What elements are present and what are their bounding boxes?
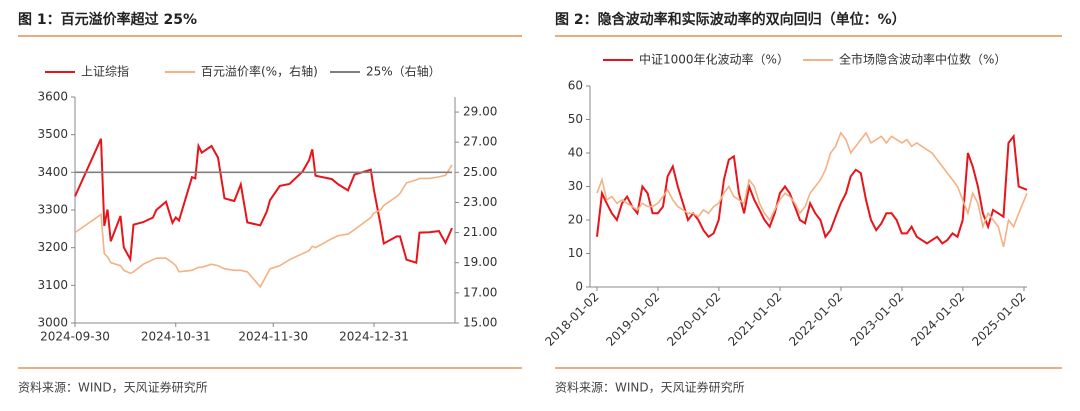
y-tick-label: 20	[568, 213, 583, 227]
y2-tick-label: 21.00	[463, 225, 497, 239]
y-tick-label: 50	[568, 112, 583, 126]
legend-label: 中证1000年化波动率（%）	[639, 52, 789, 67]
series-line	[74, 138, 453, 265]
y-tick-label: 3400	[37, 165, 68, 179]
x-tick-label: 2024-09-30	[40, 330, 110, 344]
x-tick-label: 2025-01-02	[969, 290, 1028, 349]
x-tick-label: 2018-01-02	[542, 290, 601, 349]
legend-label: 百元溢价率(%，右轴)	[201, 64, 318, 79]
y-tick-label: 10	[568, 246, 583, 260]
y-tick-label: 3500	[37, 127, 68, 141]
x-tick-label: 2020-01-02	[664, 290, 723, 349]
y2-tick-label: 19.00	[463, 255, 497, 269]
x-tick-label: 2023-01-02	[847, 290, 906, 349]
x-tick-label: 2019-01-02	[603, 290, 662, 349]
y-tick-label: 40	[568, 146, 583, 160]
y2-tick-label: 23.00	[463, 195, 497, 209]
x-tick-label: 2021-01-02	[725, 290, 784, 349]
chart-title: 图 2：隐含波动率和实际波动率的双向回归（单位：%）	[555, 11, 906, 28]
source: 资料来源：WIND，天风证券研究所	[555, 380, 745, 395]
series-line	[596, 131, 1028, 248]
legend-label: 上证综指	[81, 64, 129, 79]
y2-tick-label: 27.00	[463, 135, 497, 149]
x-tick-label: 2024-12-31	[339, 330, 409, 344]
y-tick-label: 3200	[37, 240, 68, 254]
x-tick-label: 2024-01-02	[908, 290, 967, 349]
y2-tick-label: 15.00	[463, 316, 497, 330]
source: 资料来源：WIND，天风证券研究所	[18, 380, 208, 395]
y-tick-label: 3100	[37, 278, 68, 292]
legend-label: 全市场隐含波动率中位数（%）	[839, 52, 1006, 67]
y2-tick-label: 25.00	[463, 165, 497, 179]
series-line	[74, 164, 453, 289]
y-tick-label: 3600	[37, 90, 68, 104]
legend-label: 25%（右轴）	[366, 64, 441, 79]
x-tick-label: 2022-01-02	[786, 290, 845, 349]
y-tick-label: 3000	[37, 316, 68, 330]
y2-tick-label: 17.00	[463, 285, 497, 299]
y2-tick-label: 29.00	[463, 105, 497, 119]
y-tick-label: 60	[568, 79, 583, 93]
x-tick-label: 2024-11-30	[238, 330, 308, 344]
y-tick-label: 30	[568, 179, 583, 193]
x-tick-label: 2024-10-31	[141, 330, 211, 344]
y-tick-label: 3300	[37, 203, 68, 217]
chart-title: 图 1：百元溢价率超过 25%	[18, 11, 197, 28]
y-tick-label: 0	[575, 280, 583, 294]
series-line	[596, 133, 1028, 245]
